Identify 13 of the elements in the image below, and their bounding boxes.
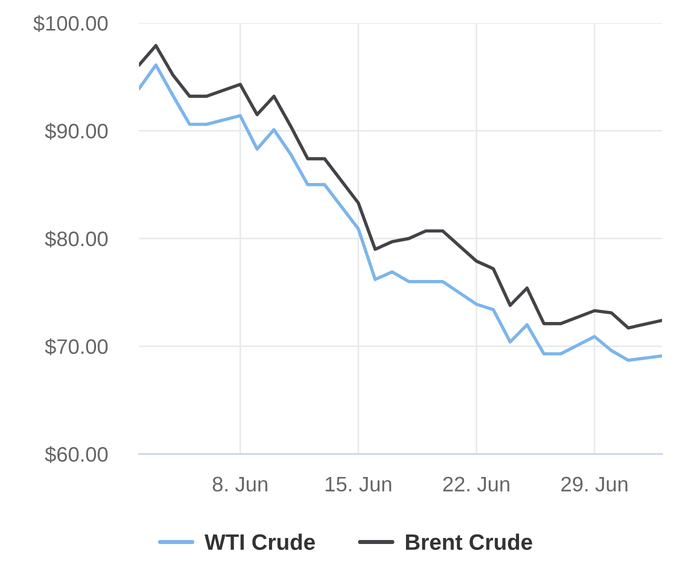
y-tick-label: $90.00 xyxy=(44,122,108,140)
x-tick-label: 29. Jun xyxy=(561,476,628,492)
y-tick-label: $60.00 xyxy=(44,446,108,463)
legend-label: Brent Crude xyxy=(406,534,532,550)
y-tick-label: $70.00 xyxy=(44,338,108,356)
y-tick-label: $100.00 xyxy=(33,15,108,32)
legend-label: WTI Crude xyxy=(204,534,315,550)
line-series xyxy=(139,63,662,362)
x-tick-label: 22. Jun xyxy=(443,476,510,492)
line-series xyxy=(139,44,662,330)
y-tick-label: $80.00 xyxy=(44,230,108,248)
x-tick-label: 8. Jun xyxy=(212,476,268,492)
x-tick-label: 15. Jun xyxy=(326,476,392,492)
